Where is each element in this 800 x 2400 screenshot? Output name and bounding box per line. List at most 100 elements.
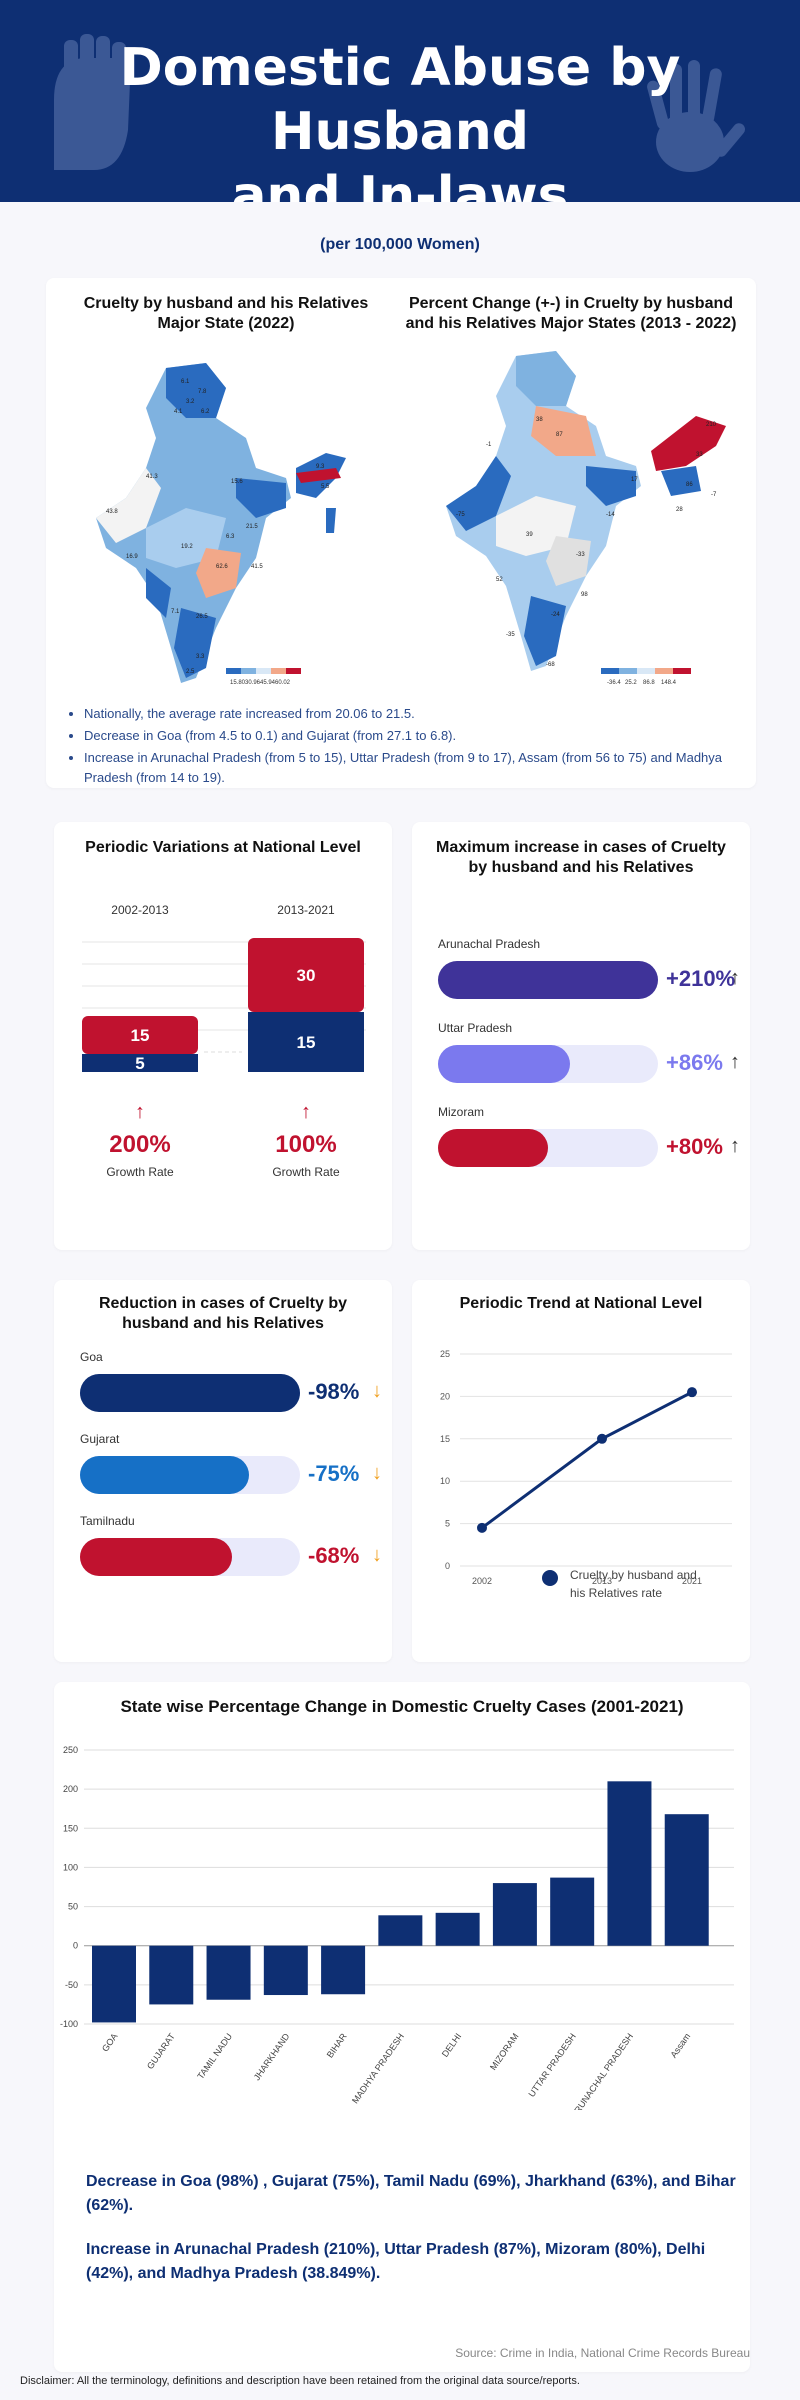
map-value-label: 39 (526, 532, 533, 538)
disclaimer: Disclaimer: All the terminology, definit… (20, 2375, 580, 2387)
trend-legend-dot (542, 1570, 558, 1586)
bar-track (80, 1374, 300, 1412)
reduction-card: Reduction in cases of Cruelty by husband… (54, 1280, 392, 1662)
reduction-title: Reduction in cases of Cruelty by husband… (54, 1294, 392, 1334)
bar-track (80, 1538, 300, 1576)
bar-item-label: Gujarat (80, 1432, 120, 1446)
bar-value-label: 15 (131, 1026, 150, 1045)
periodic-variations-chart: 2002-2013 5 15 ↑ 200% Growth Rate 2013-2021 15 3… (82, 903, 366, 1179)
x-tick-label: MADHYA PRADESH (350, 2031, 406, 2105)
y-tick-label: -50 (65, 1980, 78, 1990)
y-tick-label: 100 (63, 1862, 78, 1872)
map-value-label: -75 (456, 512, 465, 518)
x-tick-label: UTTAR PRADESH (526, 2031, 577, 2098)
bar-value-label: 5 (135, 1054, 144, 1073)
periodic-variations-title: Periodic Variations at National Level (85, 839, 361, 856)
bar-track (438, 1045, 658, 1083)
y-tick-label: 150 (63, 1823, 78, 1833)
up-arrow-icon: ↑ (730, 967, 740, 989)
state-bar (492, 1883, 537, 1946)
y-tick-label: 0 (73, 1941, 78, 1951)
growth-rate-label: Growth Rate (106, 1165, 174, 1179)
bar-track (80, 1456, 300, 1494)
map-value-label: 86 (686, 482, 693, 488)
map-value-label: 5.5 (321, 484, 330, 490)
max-increase-title-line1: Maximum increase in cases of Cruelty (436, 839, 726, 856)
map-value-label: 28 (676, 507, 683, 513)
right-map-title-line2: and his Relatives Major States (2013 - 2… (405, 315, 737, 332)
right-map-legend: -36.4 25.2 86.8 148.4 (601, 668, 691, 686)
left-legend-labels: 15.80 30.96 45.94 60.02 (230, 680, 291, 686)
india-map-2022: 6.1 7.83.24.1 6.2 43.8 41.3 15.6 19.2 6.3 41.5 16… (96, 363, 346, 683)
right-map-labels: 210 87 -1 38 -75 33 39 -33 98 52 -35 -24 -68 -14 17 86 -… (456, 417, 717, 668)
bar-item-label: Arunachal Pradesh (438, 937, 541, 951)
x-tick-label: JHARKHAND (252, 2031, 292, 2082)
y-tick-label: 15 (440, 1434, 450, 1444)
map-value-label: 6.1 (181, 379, 190, 385)
map-value-label: -7 (711, 492, 717, 498)
stacked-bar-top (82, 1016, 198, 1054)
x-tick-label: 2021 (682, 1576, 702, 1586)
india-map-change: 210 87 -1 38 -75 33 39 -33 98 52 -35 -24 -68 -14 17 86 -… (446, 351, 726, 671)
growth-rate-value: 200% (109, 1131, 170, 1158)
y-tick-label: 20 (440, 1391, 450, 1401)
map-value-label: 52 (496, 577, 503, 583)
state-bar (321, 1945, 366, 1995)
page-subtitle: (per 100,000 Women) (320, 236, 480, 253)
max-increase-title-line2: by husband and his Relatives (468, 859, 694, 876)
state-wise-chart: -100 -50 0 50 100 150 200 250 GOA GUJARAT TAMIL NA… (60, 1745, 734, 2110)
trend-legend-label: Cruelty by husband and his Relatives rat… (570, 1568, 697, 1600)
column-label: 2013-2021 (277, 903, 335, 917)
bar-fill (80, 1538, 232, 1576)
map-value-label: 21.5 (246, 524, 258, 530)
max-increase-title: Maximum increase in cases of Cruelty by … (412, 838, 750, 878)
map-value-label: 3.3 (196, 654, 205, 660)
x-tick-label: GUJARAT (145, 2031, 177, 2071)
legend-label: 60.02 (275, 680, 291, 686)
bar-fill (438, 1129, 548, 1167)
trend-series-line (481, 1390, 693, 1530)
map-value-label: -68 (546, 662, 555, 668)
bar-percent-value: -75% (308, 1461, 360, 1486)
x-tick-label: Assam (668, 2031, 692, 2059)
state-bar (550, 1877, 595, 1946)
legend-label: 148.4 (661, 680, 677, 686)
map-value-label: 38 (536, 417, 543, 423)
growth-rate-value: 100% (275, 1131, 336, 1158)
map-value-label: 9.3 (316, 464, 325, 470)
bar-item-label: Goa (80, 1350, 103, 1364)
legend-label: 30.96 (245, 680, 261, 686)
map-value-label: 7.1 (171, 609, 180, 615)
bar-percent-value: +80% (666, 1134, 723, 1159)
left-map-title-line2: Major State (2022) (157, 315, 295, 332)
stacked-bar-bottom (82, 1054, 198, 1072)
map-value-label: 41.5 (251, 564, 263, 570)
state-bar (263, 1945, 308, 1996)
map-value-label: 62.6 (216, 564, 228, 570)
x-tick-label: 2013 (592, 1576, 612, 1586)
bar-fill (80, 1374, 300, 1412)
source-note: Source: Crime in India, National Crime R… (455, 2346, 750, 2360)
bar-item-label: Mizoram (438, 1105, 485, 1119)
up-arrow-icon: ↑ (135, 1101, 145, 1123)
map-value-label: 33 (696, 452, 703, 458)
bar-fill (80, 1456, 250, 1494)
hand-print-icon (647, 60, 745, 172)
state-bar (92, 1945, 136, 2023)
state-wise-title-text: State wise Percentage Change in Domestic… (120, 1697, 684, 1716)
y-tick-label: 25 (440, 1349, 450, 1359)
map-value-label: -35 (506, 632, 515, 638)
map-value-label: 98 (581, 592, 588, 598)
bar-item-label: Uttar Pradesh (438, 1021, 513, 1035)
trend-point (597, 1433, 607, 1444)
map-value-label: 15.6 (231, 479, 243, 485)
legend-label: -36.4 (607, 680, 621, 686)
up-arrow-icon: ↑ (730, 1051, 740, 1073)
periodic-trend-card: Periodic Trend at National Level 0 5 10 15 2… (412, 1280, 750, 1662)
state-wise-title: State wise Percentage Change in Domestic… (54, 1696, 750, 1718)
y-tick-label: 5 (445, 1519, 450, 1529)
left-map-legend: 15.80 30.96 45.94 60.02 (226, 668, 301, 686)
bar-percent-value: -98% (308, 1379, 360, 1404)
y-tick-label: 50 (68, 1902, 78, 1912)
reduction-title-line1: Reduction in cases of Cruelty by (98, 1295, 348, 1312)
